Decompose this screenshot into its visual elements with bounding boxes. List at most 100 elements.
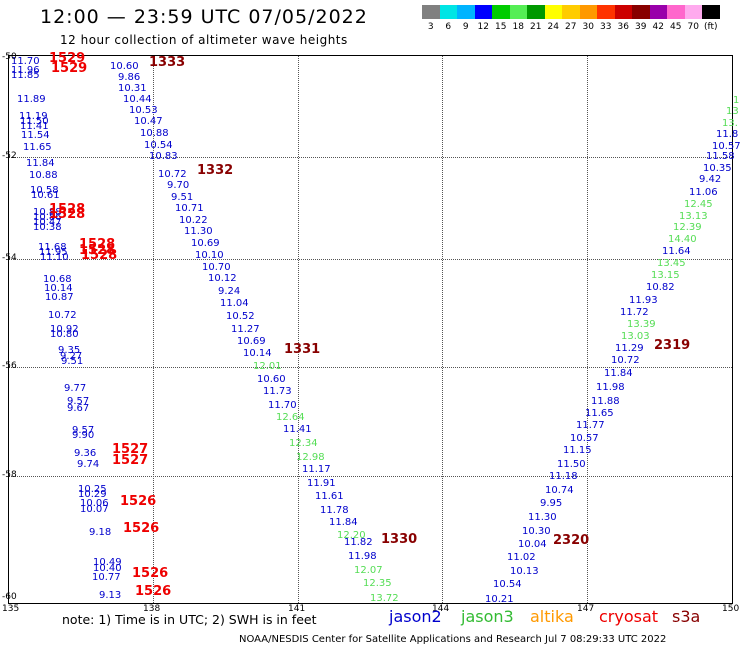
legend-cryosat: cryosat xyxy=(599,607,659,626)
swh-value-jason3: 1 xyxy=(733,95,740,106)
scale-label: (ft) xyxy=(703,22,718,32)
swh-value-jason2: 10.83 xyxy=(149,151,178,162)
swh-value-jason2: 10.47 xyxy=(134,116,163,127)
swh-value-jason2: 10.21 xyxy=(485,594,514,605)
gridline-lon-144 xyxy=(442,56,443,603)
scale-label: 18 xyxy=(512,22,524,32)
lon-label: 138 xyxy=(143,604,161,614)
swh-value-jason2: 11.65 xyxy=(585,408,614,419)
pass-number-label: 1526 xyxy=(120,494,157,509)
gridline-lat-54 xyxy=(9,259,732,260)
swh-value-jason2: 10.71 xyxy=(175,203,204,214)
swh-value-jason2: 10.29 xyxy=(78,489,107,500)
legend-jason3: jason3 xyxy=(461,607,514,626)
scale-swatch xyxy=(632,5,650,19)
scale-swatch xyxy=(474,5,492,19)
swh-value-jason2: 10.14 xyxy=(44,283,73,294)
scale-label: 36 xyxy=(617,22,629,32)
swh-value-jason2: 10.60 xyxy=(110,61,139,72)
swh-value-jason3: 12.39 xyxy=(673,222,702,233)
pass-number-label: 1528 xyxy=(79,243,116,258)
swh-value-jason2: 11.8 xyxy=(716,129,739,140)
swh-value-jason2: 10.04 xyxy=(518,539,547,550)
lat-label: -56 xyxy=(2,361,17,371)
gridline-lon-147 xyxy=(587,56,588,603)
lon-label: 147 xyxy=(577,604,595,614)
swh-value-jason2: 10.22 xyxy=(179,215,208,226)
scale-swatch xyxy=(597,5,615,19)
swh-value-jason2: 11.73 xyxy=(263,386,292,397)
swh-value-jason2: 11.98 xyxy=(596,382,625,393)
swh-value-jason2: 10.61 xyxy=(31,190,60,201)
swh-value-jason3: 13.13 xyxy=(679,211,708,222)
pass-number-label: 1527 xyxy=(112,453,149,468)
pass-number-label: 1528 xyxy=(81,248,118,263)
scale-swatch xyxy=(527,5,545,19)
scale-swatch xyxy=(544,5,562,19)
legend-s3a: s3a xyxy=(672,607,701,626)
swh-value-jason2: 11.68 xyxy=(38,242,67,253)
swh-value-jason2: 9.86 xyxy=(118,72,141,83)
swh-value-jason2: 9.57 xyxy=(67,396,90,407)
scale-label: 21 xyxy=(530,22,542,32)
map-subtitle: 12 hour collection of altimeter wave hei… xyxy=(60,33,348,47)
swh-value-jason2: 10.40 xyxy=(93,563,122,574)
swh-value-jason2: 11.50 xyxy=(557,459,586,470)
swh-value-jason2: 11.84 xyxy=(26,158,55,169)
lat-label: -50 xyxy=(2,52,17,62)
swh-value-jason2: 10.14 xyxy=(243,348,272,359)
map-plot-area xyxy=(8,55,733,604)
swh-value-jason2: 10.12 xyxy=(208,273,237,284)
swh-value-jason2: 10.44 xyxy=(123,94,152,105)
swh-value-jason2: 9.51 xyxy=(61,356,84,367)
swh-value-jason2: 10.52 xyxy=(226,311,255,322)
swh-value-jason2: 11.84 xyxy=(329,517,358,528)
pass-number-label: 1528 xyxy=(49,207,86,222)
scale-swatch xyxy=(614,5,632,19)
swh-value-jason2: 11.58 xyxy=(706,151,735,162)
swh-value-jason2: 9.70 xyxy=(167,180,190,191)
legend-altika: altika xyxy=(530,607,574,626)
scale-swatch xyxy=(579,5,597,19)
swh-value-jason2: 11.85 xyxy=(11,70,40,81)
gridline-lat-52 xyxy=(9,157,732,158)
scale-swatch xyxy=(492,5,510,19)
swh-value-jason3: 14.40 xyxy=(668,234,697,245)
scale-label: 3 xyxy=(427,22,434,32)
swh-value-jason2: 10.31 xyxy=(118,83,147,94)
lon-label: 141 xyxy=(288,604,306,614)
swh-value-jason2: 11.61 xyxy=(315,491,344,502)
swh-value-jason2: 10.88 xyxy=(29,170,58,181)
swh-value-jason2: 10.68 xyxy=(43,274,72,285)
swh-value-jason2: 10.13 xyxy=(510,566,539,577)
swh-value-jason2: 10.77 xyxy=(92,572,121,583)
swh-value-jason2: 11.96 xyxy=(11,65,40,76)
swh-value-jason2: 10.38 xyxy=(33,222,62,233)
swh-value-jason2: 11.82 xyxy=(344,537,373,548)
scale-label: 45 xyxy=(670,22,682,32)
lat-label: -52 xyxy=(2,151,17,161)
swh-value-jason2: 10.53 xyxy=(129,105,158,116)
swh-value-jason3: 12.35 xyxy=(363,578,392,589)
scale-swatch xyxy=(562,5,580,19)
scale-label: 70 xyxy=(687,22,699,32)
swh-value-jason2: 11.70 xyxy=(268,400,297,411)
gridline-lon-141 xyxy=(298,56,299,603)
note-text: note: 1) Time is in UTC; 2) SWH is in fe… xyxy=(62,612,317,627)
pass-number-label: 1332 xyxy=(197,163,234,178)
scale-label: 27 xyxy=(565,22,577,32)
swh-value-jason2: 11.95 xyxy=(39,247,68,258)
swh-value-jason2: 9.27 xyxy=(60,351,83,362)
color-scale xyxy=(422,5,720,19)
gridline-lon-138 xyxy=(153,56,154,603)
pass-number-label: 1528 xyxy=(49,202,86,217)
pass-number-label: 1526 xyxy=(123,521,160,536)
swh-value-jason2: 10.70 xyxy=(202,262,231,273)
swh-value-jason2: 9.51 xyxy=(171,192,194,203)
swh-value-jason3: 12.20 xyxy=(337,530,366,541)
swh-value-jason2: 9.42 xyxy=(699,174,722,185)
legend-jason2: jason2 xyxy=(389,607,442,626)
pass-number-label: 1527 xyxy=(112,442,149,457)
scale-swatch xyxy=(457,5,475,19)
swh-value-jason2: 10.88 xyxy=(33,207,62,218)
